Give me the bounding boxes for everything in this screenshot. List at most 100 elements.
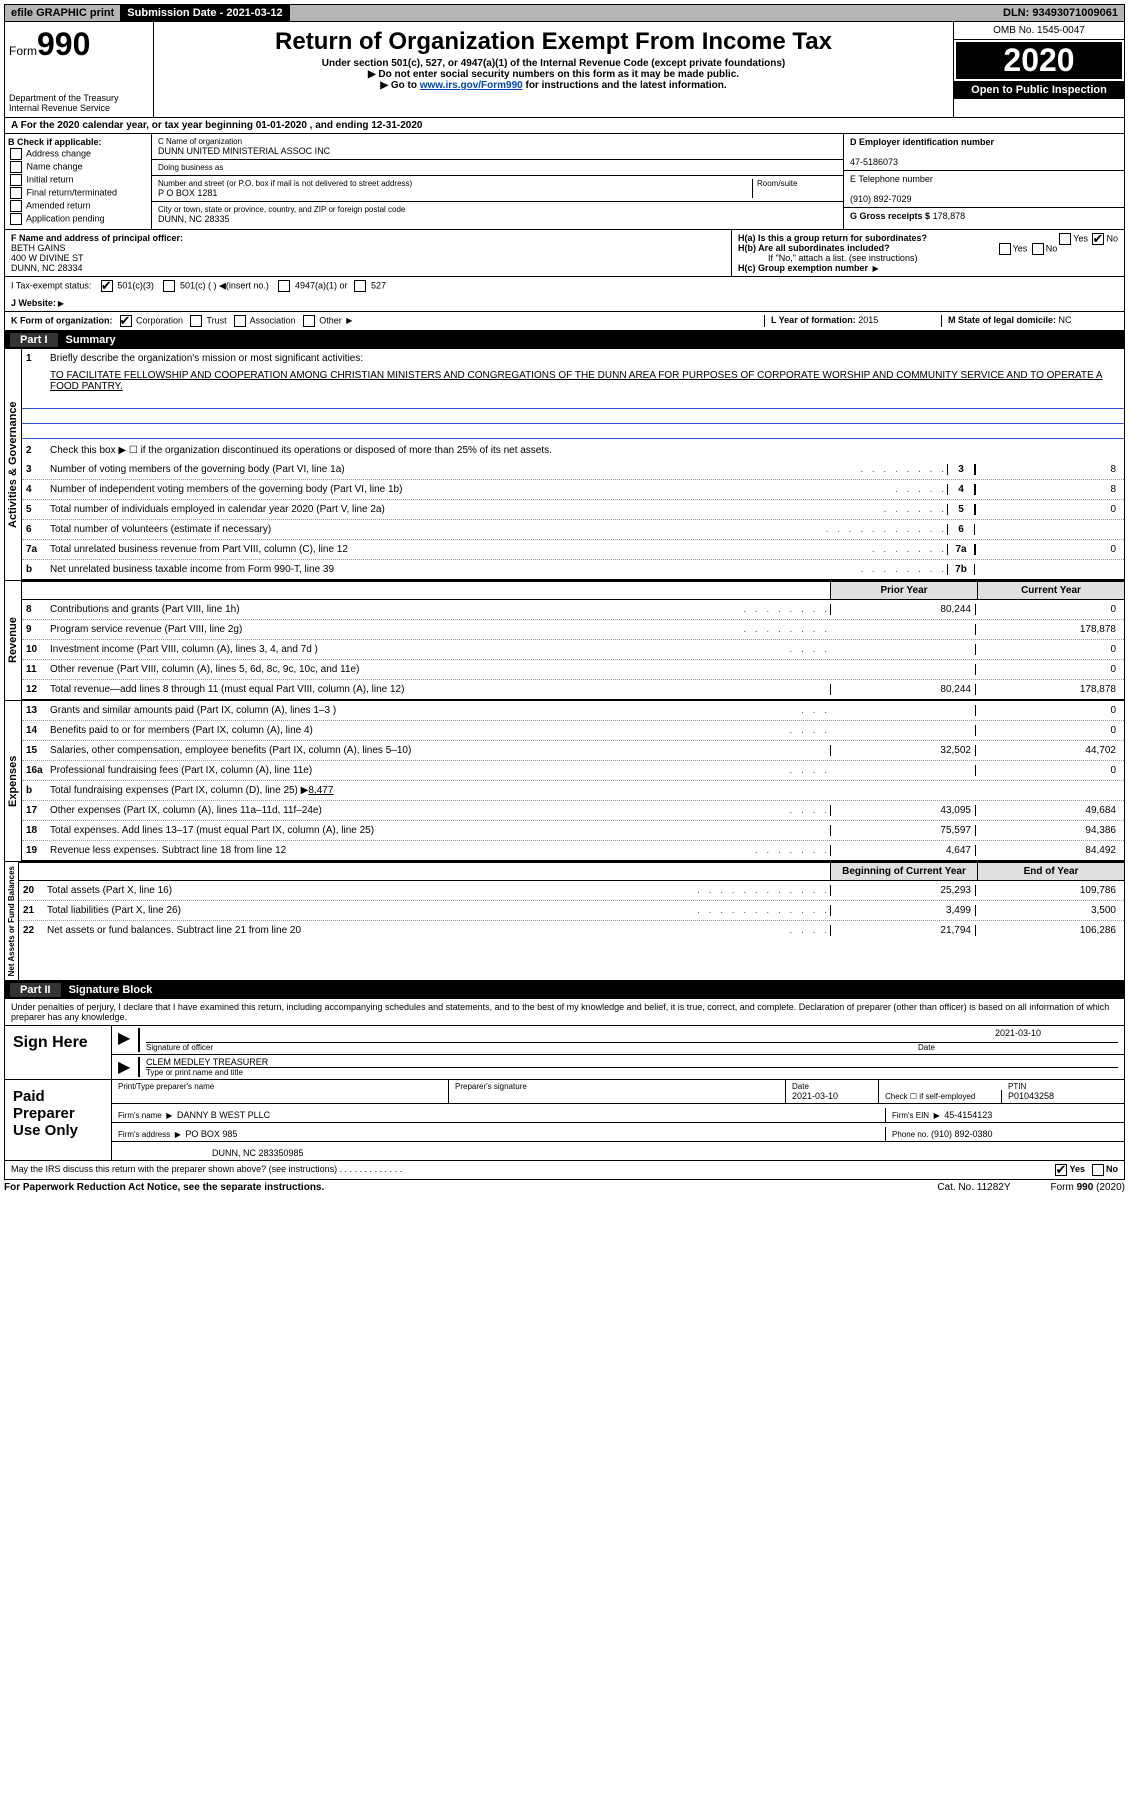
current-year-header: Current Year [977,582,1124,599]
page-footer: For Paperwork Reduction Act Notice, see … [4,1180,1125,1195]
part-i-tab: Part I [10,333,58,347]
part-ii-header: Part II Signature Block [4,981,1125,999]
topbar-spacer [290,5,997,21]
line-1: 1Briefly describe the organization's mis… [22,349,1124,368]
sign-here-label: Sign Here [5,1026,112,1079]
h-b-note: If "No," attach a list. (see instruction… [738,253,1118,263]
label-governance: Activities & Governance [5,349,22,580]
gross-label: G Gross receipts $ [850,211,930,221]
dba-row: Doing business as [152,160,843,176]
chk-amended[interactable]: Amended return [8,200,148,212]
chk-assoc[interactable] [234,315,246,327]
officer-name: BETH GAINS [11,243,66,253]
line-3: 3Number of voting members of the governi… [22,460,1124,480]
room-label: Room/suite [757,179,837,188]
chk-name[interactable]: Name change [8,161,148,173]
prep-date-label: Date [792,1082,872,1091]
line-9: 9Program service revenue (Part VIII, lin… [22,620,1124,640]
subtitle-2: ▶ Do not enter social security numbers o… [158,69,949,80]
dln-cell: DLN: 93493071009061 [997,5,1124,21]
addr-label: Number and street (or P.O. box if mail i… [158,179,752,188]
org-name-label: C Name of organization [158,137,837,146]
website-label: J Website: [11,298,56,308]
footer-left: For Paperwork Reduction Act Notice, see … [4,1182,897,1193]
chk-initial[interactable]: Initial return [8,174,148,186]
box-f: F Name and address of principal officer:… [5,230,732,276]
line-6: 6Total number of volunteers (estimate if… [22,520,1124,540]
ein-value: 47-5186073 [850,157,898,167]
open-inspection: Open to Public Inspection [954,81,1124,99]
discuss-row: May the IRS discuss this return with the… [4,1161,1125,1180]
chk-final[interactable]: Final return/terminated [8,187,148,199]
part-i-title: Summary [66,334,116,346]
tax-exempt-status: I Tax-exempt status: 501(c)(3) 501(c) ( … [11,280,1118,292]
preparer-row-1: Print/Type preparer's name Preparer's si… [112,1080,1124,1104]
phone-label: E Telephone number [850,174,933,184]
chk-corp[interactable] [120,315,132,327]
header-mid: Return of Organization Exempt From Incom… [154,22,953,117]
h-c: H(c) Group exemption number [738,263,1118,273]
line-11: 11Other revenue (Part VIII, column (A), … [22,660,1124,680]
netassets-section: Net Assets or Fund Balances Beginning of… [4,862,1125,981]
officer-date-label: Date [918,1043,1118,1052]
box-k: K Form of organization: Corporation Trus… [11,315,764,327]
box-g: G Gross receipts $ 178,878 [844,208,1124,229]
firm-addr1: PO BOX 985 [185,1129,237,1139]
chk-527[interactable] [354,280,366,292]
box-l: L Year of formation: 2015 [764,315,941,327]
city-label: City or town, state or province, country… [158,205,405,214]
officer-name-row: ▶ CLEM MEDLEY TREASURER Type or print na… [112,1055,1124,1079]
chk-501c[interactable] [163,280,175,292]
discuss-no[interactable] [1092,1164,1104,1176]
line-18: 18Total expenses. Add lines 13–17 (must … [22,821,1124,841]
box-b-label: B Check if applicable: [8,137,102,147]
firm-name-label: Firm's name [118,1111,162,1120]
preparer-row-2: Firm's name DANNY B WEST PLLC Firm's EIN… [112,1104,1124,1123]
line-15: 15Salaries, other compensation, employee… [22,741,1124,761]
chk-501c3[interactable] [101,280,113,292]
line-17: 17Other expenses (Part IX, column (A), l… [22,801,1124,821]
irs-link[interactable]: www.irs.gov/Form990 [420,80,523,91]
line-8: 8Contributions and grants (Part VIII, li… [22,600,1124,620]
row-a-tax-year: A For the 2020 calendar year, or tax yea… [4,118,1125,134]
efile-topbar: efile GRAPHIC print Submission Date - 20… [4,4,1125,22]
line-22: 22Net assets or fund balances. Subtract … [19,921,1124,940]
line-13: 13Grants and similar amounts paid (Part … [22,701,1124,721]
chk-4947[interactable] [278,280,290,292]
prep-sig-label: Preparer's signature [455,1082,779,1091]
firm-addr-label: Firm's address [118,1130,170,1139]
chk-address[interactable]: Address change [8,148,148,160]
prep-name-label: Print/Type preparer's name [118,1082,442,1091]
line-19: 19Revenue less expenses. Subtract line 1… [22,841,1124,861]
discuss-yes[interactable] [1055,1164,1067,1176]
box-deg: D Employer identification number 47-5186… [843,134,1124,229]
line-7a: 7aTotal unrelated business revenue from … [22,540,1124,560]
begin-end-header: Beginning of Current Year End of Year [19,862,1124,881]
line-16a: 16aProfessional fundraising fees (Part I… [22,761,1124,781]
chk-other[interactable] [303,315,315,327]
efile-label: efile GRAPHIC print [5,5,121,21]
line-10: 10Investment income (Part VIII, column (… [22,640,1124,660]
blank-line-3 [22,426,1124,439]
line-7b: bNet unrelated business taxable income f… [22,560,1124,580]
section-bcdeg: B Check if applicable: Address change Na… [4,134,1125,230]
prior-year-header: Prior Year [830,582,977,599]
org-name: DUNN UNITED MINISTERIAL ASSOC INC [158,146,837,156]
prep-date: 2021-03-10 [792,1091,872,1101]
addr-row: Number and street (or P.O. box if mail i… [152,176,843,202]
preparer-row-4: DUNN, NC 283350985 [112,1142,1124,1160]
subtitle-1: Under section 501(c), 527, or 4947(a)(1)… [158,58,949,69]
preparer-row-3: Firm's address PO BOX 985 Phone no. (910… [112,1123,1124,1142]
chk-pending[interactable]: Application pending [8,213,148,225]
form-title: Return of Organization Exempt From Incom… [158,28,949,56]
part-ii-title: Signature Block [69,984,153,996]
gross-value: 178,878 [933,211,966,221]
label-netassets: Net Assets or Fund Balances [5,862,19,980]
prior-current-header: Prior Year Current Year [22,581,1124,600]
self-employed-check[interactable]: Check ☐ if self-employed [879,1090,1002,1103]
ptin-value: P01043258 [1008,1091,1118,1101]
firm-ein-label: Firm's EIN [892,1111,929,1120]
part-ii-tab: Part II [10,983,61,997]
end-year-header: End of Year [977,863,1124,880]
chk-trust[interactable] [190,315,202,327]
